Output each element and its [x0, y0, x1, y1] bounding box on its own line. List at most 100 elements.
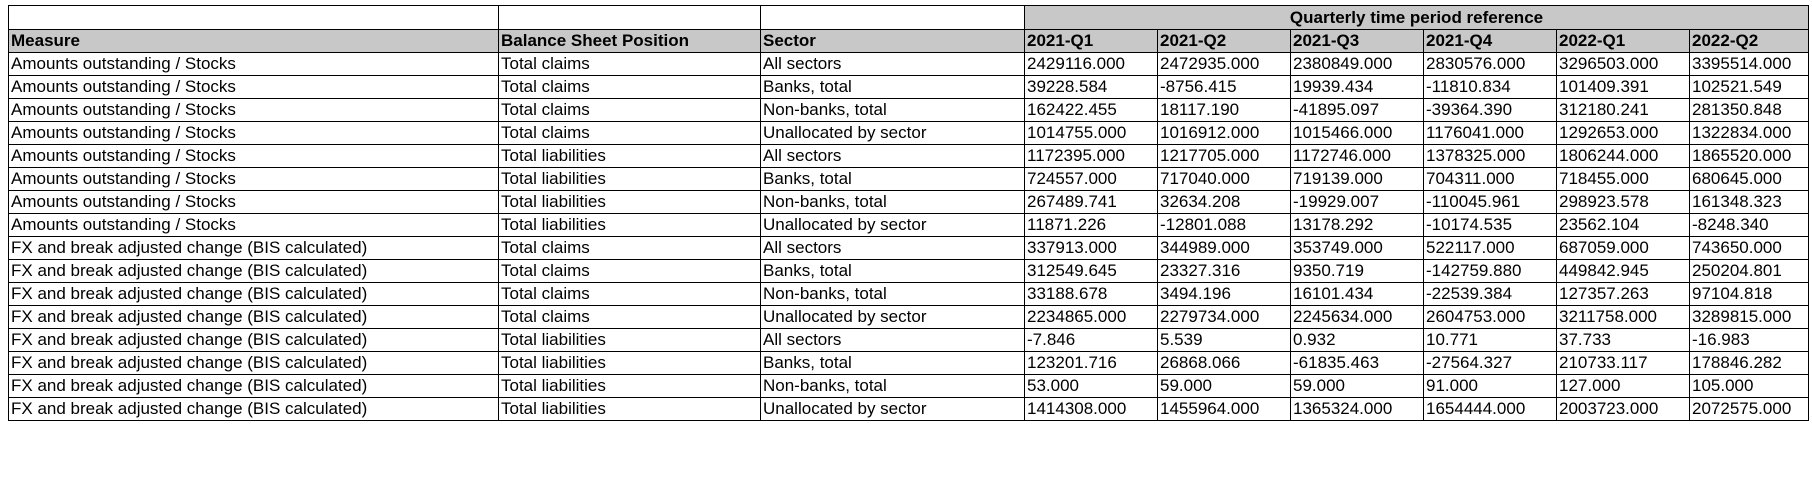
table-cell[interactable]: 19939.434 — [1290, 75, 1424, 99]
table-cell[interactable]: 353749.000 — [1290, 236, 1424, 260]
table-cell[interactable]: 37.733 — [1556, 328, 1690, 352]
table-cell[interactable]: 1322834.000 — [1689, 121, 1809, 145]
table-cell[interactable]: 102521.549 — [1689, 75, 1809, 99]
table-cell[interactable]: 161348.323 — [1689, 190, 1809, 214]
column-header[interactable]: 2021-Q3 — [1290, 29, 1424, 53]
table-cell[interactable]: Amounts outstanding / Stocks — [8, 167, 499, 191]
table-cell[interactable]: -27564.327 — [1423, 351, 1557, 375]
table-cell[interactable]: Amounts outstanding / Stocks — [8, 144, 499, 168]
table-cell[interactable]: 53.000 — [1024, 374, 1158, 398]
table-cell[interactable]: 127357.263 — [1556, 282, 1690, 306]
table-cell[interactable]: FX and break adjusted change (BIS calcul… — [8, 282, 499, 306]
table-cell[interactable]: -19929.007 — [1290, 190, 1424, 214]
table-cell[interactable]: 1217705.000 — [1157, 144, 1291, 168]
table-cell[interactable]: Banks, total — [760, 259, 1025, 283]
table-cell[interactable]: 2072575.000 — [1689, 397, 1809, 421]
table-cell[interactable]: 32634.208 — [1157, 190, 1291, 214]
table-cell[interactable]: 16101.434 — [1290, 282, 1424, 306]
table-cell[interactable]: Banks, total — [760, 75, 1025, 99]
table-cell[interactable]: Total liabilities — [498, 351, 761, 375]
table-cell[interactable]: 3211758.000 — [1556, 305, 1690, 329]
table-cell[interactable]: -39364.390 — [1423, 98, 1557, 122]
table-cell[interactable]: -41895.097 — [1290, 98, 1424, 122]
table-cell[interactable]: Unallocated by sector — [760, 305, 1025, 329]
table-cell[interactable]: Total claims — [498, 75, 761, 99]
table-cell[interactable]: Unallocated by sector — [760, 213, 1025, 237]
table-cell[interactable]: 26868.066 — [1157, 351, 1291, 375]
table-cell[interactable]: 2234865.000 — [1024, 305, 1158, 329]
table-cell[interactable]: 1865520.000 — [1689, 144, 1809, 168]
table-cell[interactable]: FX and break adjusted change (BIS calcul… — [8, 351, 499, 375]
table-cell[interactable]: Total liabilities — [498, 144, 761, 168]
table-cell[interactable]: 743650.000 — [1689, 236, 1809, 260]
table-cell[interactable]: FX and break adjusted change (BIS calcul… — [8, 259, 499, 283]
table-cell[interactable]: Non-banks, total — [760, 374, 1025, 398]
table-cell[interactable]: Total liabilities — [498, 397, 761, 421]
table-cell[interactable]: 127.000 — [1556, 374, 1690, 398]
table-cell[interactable]: 1654444.000 — [1423, 397, 1557, 421]
table-cell[interactable]: 337913.000 — [1024, 236, 1158, 260]
table-cell[interactable]: Amounts outstanding / Stocks — [8, 98, 499, 122]
table-cell[interactable]: -10174.535 — [1423, 213, 1557, 237]
table-cell[interactable]: Non-banks, total — [760, 190, 1025, 214]
table-cell[interactable]: 2003723.000 — [1556, 397, 1690, 421]
table-cell[interactable]: 449842.945 — [1556, 259, 1690, 283]
table-cell[interactable]: 1172395.000 — [1024, 144, 1158, 168]
table-cell[interactable]: 1806244.000 — [1556, 144, 1690, 168]
table-cell[interactable]: Total claims — [498, 121, 761, 145]
table-cell[interactable]: 11871.226 — [1024, 213, 1158, 237]
table-cell[interactable]: 23327.316 — [1157, 259, 1291, 283]
table-cell[interactable]: 250204.801 — [1689, 259, 1809, 283]
table-cell[interactable]: 18117.190 — [1157, 98, 1291, 122]
table-cell[interactable]: 1414308.000 — [1024, 397, 1158, 421]
table-cell[interactable]: FX and break adjusted change (BIS calcul… — [8, 397, 499, 421]
table-cell[interactable]: 718455.000 — [1556, 167, 1690, 191]
table-cell[interactable]: 1292653.000 — [1556, 121, 1690, 145]
table-cell[interactable]: 59.000 — [1290, 374, 1424, 398]
table-cell[interactable]: Total liabilities — [498, 213, 761, 237]
table-cell[interactable]: -8248.340 — [1689, 213, 1809, 237]
table-cell[interactable]: 5.539 — [1157, 328, 1291, 352]
table-cell[interactable]: 2279734.000 — [1157, 305, 1291, 329]
table-cell[interactable]: 1015466.000 — [1290, 121, 1424, 145]
table-cell[interactable]: 1378325.000 — [1423, 144, 1557, 168]
table-cell[interactable]: -16.983 — [1689, 328, 1809, 352]
table-cell[interactable]: 298923.578 — [1556, 190, 1690, 214]
column-header[interactable]: 2022-Q2 — [1689, 29, 1809, 53]
table-cell[interactable]: 2429116.000 — [1024, 52, 1158, 76]
table-cell[interactable]: 39228.584 — [1024, 75, 1158, 99]
table-cell[interactable]: 2472935.000 — [1157, 52, 1291, 76]
table-cell[interactable]: 33188.678 — [1024, 282, 1158, 306]
column-header[interactable]: 2021-Q2 — [1157, 29, 1291, 53]
table-cell[interactable]: 59.000 — [1157, 374, 1291, 398]
table-cell[interactable]: -7.846 — [1024, 328, 1158, 352]
table-cell[interactable]: 3296503.000 — [1556, 52, 1690, 76]
table-cell[interactable]: Unallocated by sector — [760, 121, 1025, 145]
table-cell[interactable]: 2830576.000 — [1423, 52, 1557, 76]
column-header[interactable]: 2022-Q1 — [1556, 29, 1690, 53]
table-cell[interactable]: Total liabilities — [498, 167, 761, 191]
table-cell[interactable]: -22539.384 — [1423, 282, 1557, 306]
table-cell[interactable]: Non-banks, total — [760, 98, 1025, 122]
table-cell[interactable]: 105.000 — [1689, 374, 1809, 398]
table-cell[interactable]: FX and break adjusted change (BIS calcul… — [8, 236, 499, 260]
table-cell[interactable]: -61835.463 — [1290, 351, 1424, 375]
table-cell[interactable]: Amounts outstanding / Stocks — [8, 190, 499, 214]
table-cell[interactable]: Total claims — [498, 98, 761, 122]
table-cell[interactable]: 91.000 — [1423, 374, 1557, 398]
table-cell[interactable]: 1172746.000 — [1290, 144, 1424, 168]
table-cell[interactable]: Total claims — [498, 52, 761, 76]
table-cell[interactable]: 719139.000 — [1290, 167, 1424, 191]
table-cell[interactable]: 312180.241 — [1556, 98, 1690, 122]
table-cell[interactable]: 210733.117 — [1556, 351, 1690, 375]
table-cell[interactable]: 281350.848 — [1689, 98, 1809, 122]
table-cell[interactable]: 123201.716 — [1024, 351, 1158, 375]
column-header[interactable]: Sector — [760, 29, 1025, 53]
table-cell[interactable]: 267489.741 — [1024, 190, 1158, 214]
table-cell[interactable]: Total liabilities — [498, 374, 761, 398]
table-cell[interactable]: 2380849.000 — [1290, 52, 1424, 76]
table-cell[interactable]: Banks, total — [760, 351, 1025, 375]
table-cell[interactable]: Total liabilities — [498, 190, 761, 214]
table-cell[interactable]: 1176041.000 — [1423, 121, 1557, 145]
table-cell[interactable]: Total claims — [498, 259, 761, 283]
